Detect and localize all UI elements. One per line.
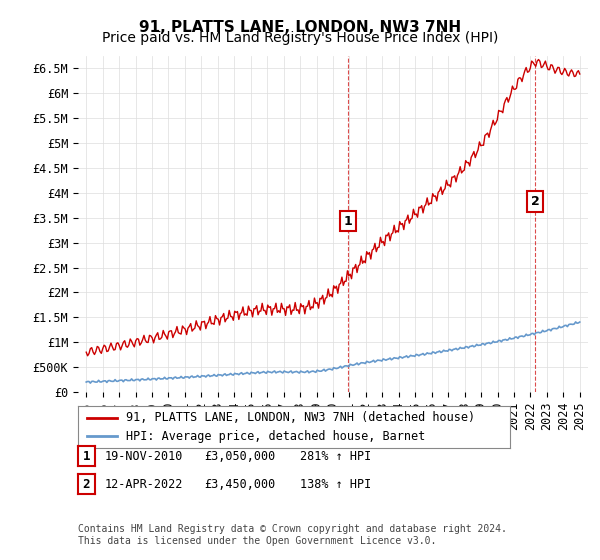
Text: 1: 1 <box>83 450 90 463</box>
Text: 2: 2 <box>83 478 90 491</box>
Text: Contains HM Land Registry data © Crown copyright and database right 2024.
This d: Contains HM Land Registry data © Crown c… <box>78 524 507 546</box>
Text: 281% ↑ HPI: 281% ↑ HPI <box>300 450 371 463</box>
Text: 2: 2 <box>531 195 540 208</box>
Text: 19-NOV-2010: 19-NOV-2010 <box>105 450 184 463</box>
Text: 138% ↑ HPI: 138% ↑ HPI <box>300 478 371 491</box>
Text: £3,050,000: £3,050,000 <box>204 450 275 463</box>
Text: 1: 1 <box>343 214 352 228</box>
Text: HPI: Average price, detached house, Barnet: HPI: Average price, detached house, Barn… <box>125 430 425 443</box>
Text: 91, PLATTS LANE, LONDON, NW3 7NH: 91, PLATTS LANE, LONDON, NW3 7NH <box>139 20 461 35</box>
Text: 12-APR-2022: 12-APR-2022 <box>105 478 184 491</box>
Text: Price paid vs. HM Land Registry's House Price Index (HPI): Price paid vs. HM Land Registry's House … <box>102 31 498 45</box>
Text: 91, PLATTS LANE, LONDON, NW3 7NH (detached house): 91, PLATTS LANE, LONDON, NW3 7NH (detach… <box>125 411 475 424</box>
Text: £3,450,000: £3,450,000 <box>204 478 275 491</box>
